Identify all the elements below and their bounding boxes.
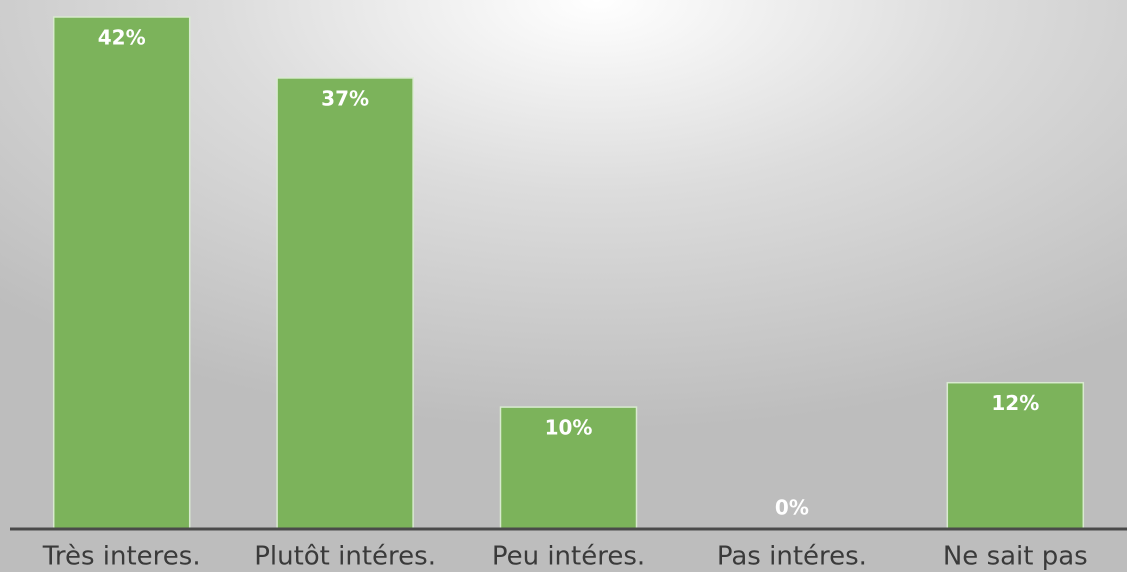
bar xyxy=(52,16,191,530)
x-tick-label: Très interes. xyxy=(42,542,201,572)
bar xyxy=(946,381,1085,530)
x-tick-label: Plutôt intéres. xyxy=(254,542,436,572)
value-label: 0% xyxy=(775,496,809,520)
value-label: 10% xyxy=(545,416,593,440)
bar xyxy=(499,406,638,530)
value-label: 12% xyxy=(991,391,1039,415)
bar xyxy=(276,77,414,530)
x-tick-label: Pas intéres. xyxy=(717,542,867,572)
x-tick-label: Peu intéres. xyxy=(492,542,645,572)
x-tick-label: Ne sait pas xyxy=(943,542,1088,572)
value-label: 37% xyxy=(321,86,369,110)
value-label: 42% xyxy=(98,26,146,50)
